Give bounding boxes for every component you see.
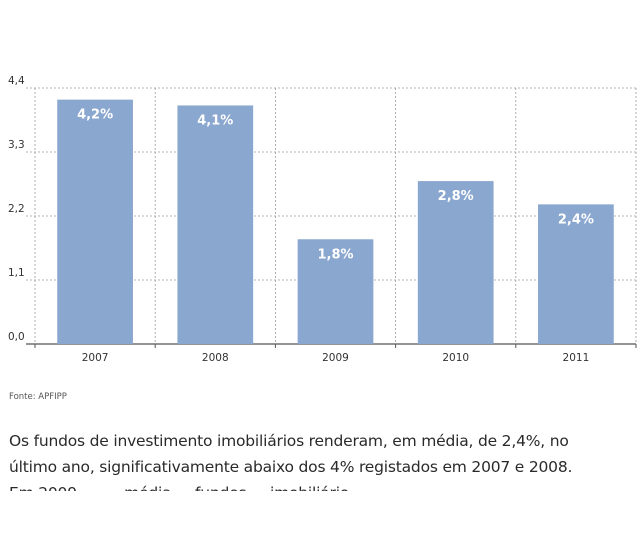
y-tick-label: 3,3: [8, 139, 25, 151]
data-label-2008: 4,1%: [197, 113, 233, 128]
caption-line-1: Os fundos de investimento imobiliários r…: [9, 432, 569, 450]
data-label-2009: 1,8%: [317, 247, 353, 262]
x-tick-label-2009: 2009: [322, 352, 349, 364]
bar-2009: [297, 239, 374, 344]
bar-2008: [177, 105, 254, 344]
chart-labels: 0,0 1,1 2,2 3,3 4,4 4,2% 2007 4,1% 2008 1,8% 2009 2…: [8, 75, 594, 364]
bar-chart: 0,0 1,1 2,2 3,3 4,4 4,2% 2007 4,1% 2008 1,8% 2009 2…: [8, 75, 637, 364]
y-tick-label: 4,4: [8, 75, 25, 87]
y-tick-label: 1,1: [8, 267, 25, 279]
x-tick-label-2007: 2007: [82, 352, 109, 364]
data-label-2007: 4,2%: [77, 108, 113, 123]
caption-line-3: Em 2009, ... ... média ... fundos ... im…: [9, 480, 631, 491]
caption-line-2: último ano, significativamente abaixo do…: [9, 458, 573, 476]
source-note: Fonte: APFIPP: [9, 392, 67, 402]
chart-bars: [57, 99, 614, 345]
y-tick-label: 0,0: [8, 331, 25, 343]
y-tick-label: 2,2: [8, 203, 25, 215]
x-tick-label-2010: 2010: [442, 352, 469, 364]
x-tick-label-2008: 2008: [202, 352, 229, 364]
bar-2011: [538, 204, 614, 344]
data-label-2010: 2,8%: [438, 189, 474, 204]
x-tick-label-2011: 2011: [563, 352, 590, 364]
bar-2007: [57, 99, 133, 345]
bar-2010: [417, 181, 494, 344]
data-label-2011: 2,4%: [558, 212, 594, 227]
article-caption: Os fundos de investimento imobiliários r…: [9, 428, 631, 491]
